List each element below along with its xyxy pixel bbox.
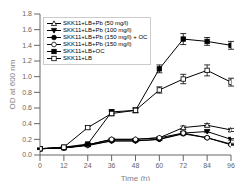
svg-text:12: 12 <box>60 162 68 169</box>
svg-text:0: 0 <box>38 162 42 169</box>
html-text:SKK11+LB+Pb (100 mg/l): SKK11+LB+Pb (100 mg/l) <box>63 27 132 33</box>
svg-text:0.6: 0.6 <box>22 104 32 111</box>
svg-text:0.8: 0.8 <box>22 89 32 96</box>
svg-text:0.4: 0.4 <box>22 120 32 127</box>
svg-text:1.2: 1.2 <box>22 57 32 64</box>
svg-text:1.4: 1.4 <box>22 42 32 49</box>
svg-text:1.0: 1.0 <box>22 73 32 80</box>
svg-text:0.2: 0.2 <box>22 136 32 143</box>
html-text:SKK11+LB+Pb (150 mg/l) + OC: SKK11+LB+Pb (150 mg/l) + OC <box>63 34 148 40</box>
svg-text:0.0: 0.0 <box>22 151 32 158</box>
html-text:SKK11+LB+Pb (150 mg/l): SKK11+LB+Pb (150 mg/l) <box>63 41 132 47</box>
svg-text:24: 24 <box>84 162 92 169</box>
svg-text:60: 60 <box>155 162 163 169</box>
svg-text:1.8: 1.8 <box>22 10 32 17</box>
svg-text:96: 96 <box>227 162 235 169</box>
svg-text:Time (h): Time (h) <box>121 174 151 181</box>
svg-text:72: 72 <box>179 162 187 169</box>
html-text:SKK11+LB+Pb (50 mg/l): SKK11+LB+Pb (50 mg/l) <box>63 20 129 26</box>
svg-text:84: 84 <box>203 162 211 169</box>
svg-text:OD at 600 nm: OD at 600 nm <box>8 59 17 109</box>
svg-text:48: 48 <box>132 162 140 169</box>
html-text:SKK11+LB: SKK11+LB <box>63 55 93 61</box>
svg-text:1.6: 1.6 <box>22 26 32 33</box>
html-text:SKK11+LB+OC: SKK11+LB+OC <box>63 48 105 54</box>
svg-text:36: 36 <box>108 162 116 169</box>
